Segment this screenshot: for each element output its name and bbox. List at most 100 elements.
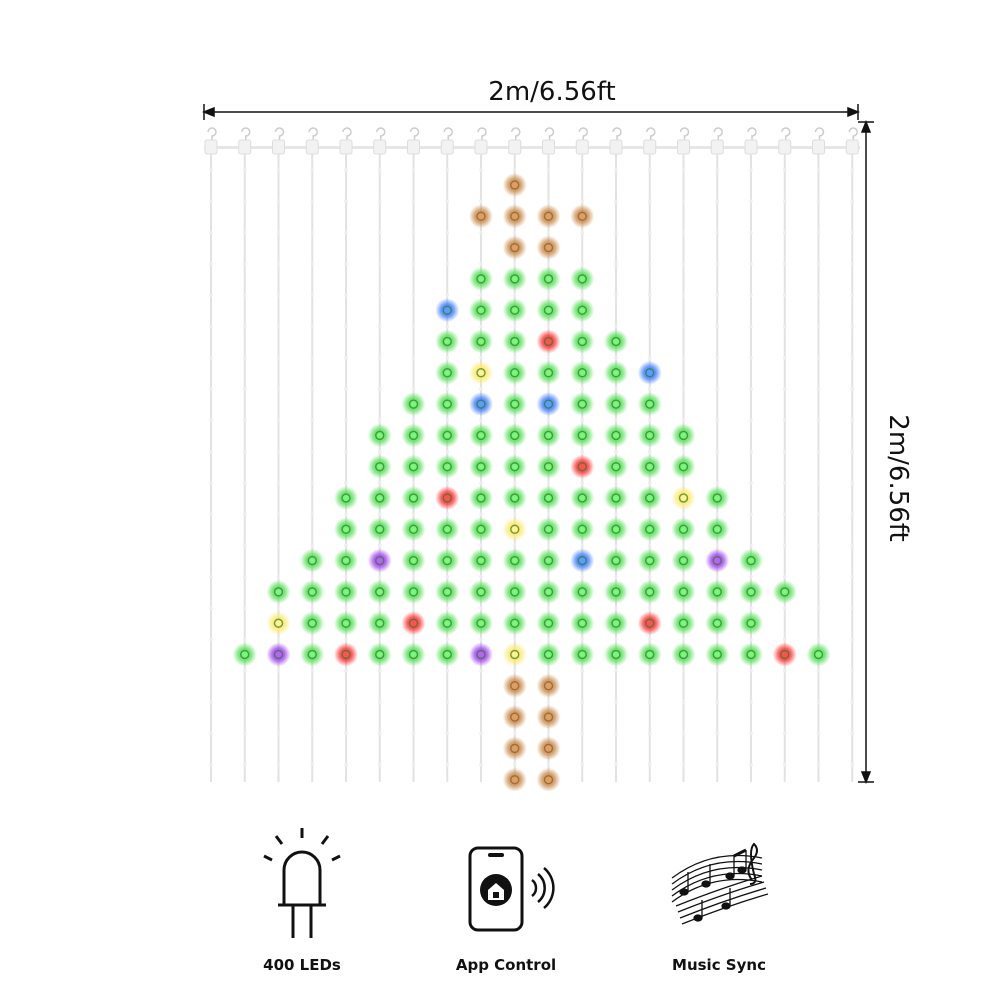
- bulb: [479, 512, 483, 517]
- bulb: [546, 356, 551, 360]
- bulb: [546, 449, 551, 454]
- bulb: [276, 418, 281, 423]
- bulb: [749, 199, 753, 204]
- bulb: [479, 293, 483, 298]
- bulb: [850, 418, 855, 423]
- bulb: [850, 230, 855, 235]
- led: [442, 399, 452, 409]
- bulb: [546, 512, 551, 517]
- led-glow: [536, 266, 561, 291]
- bulb: [512, 230, 517, 235]
- bulb: [715, 669, 720, 673]
- led: [510, 774, 520, 785]
- bulb: [782, 356, 787, 360]
- bulb: [782, 230, 787, 235]
- bulb: [647, 293, 652, 298]
- bulb: [276, 512, 281, 517]
- bulb: [209, 168, 213, 172]
- bulb: [681, 168, 686, 172]
- bulb: [647, 606, 652, 610]
- bulb: [816, 700, 821, 704]
- clip: [440, 139, 454, 155]
- bulb: [209, 669, 213, 673]
- hook: [578, 127, 588, 140]
- bulb: [715, 387, 720, 391]
- led: [442, 368, 452, 378]
- led-glow: [300, 611, 325, 636]
- led: [273, 649, 284, 660]
- bulb: [479, 481, 483, 485]
- bulb: [344, 606, 348, 610]
- led-glow: [469, 642, 493, 667]
- bulb: [479, 387, 483, 391]
- led-glow: [469, 298, 493, 323]
- led-glow: [401, 517, 426, 542]
- led-glow: [637, 642, 662, 667]
- clip: [204, 139, 218, 155]
- light-curtain: [204, 127, 860, 792]
- led: [510, 180, 520, 190]
- led: [476, 368, 486, 378]
- led-glow: [401, 642, 426, 667]
- bulb: [242, 575, 247, 579]
- bulb: [647, 543, 652, 548]
- bulb: [782, 168, 787, 172]
- led: [510, 336, 520, 347]
- bulb: [749, 230, 753, 235]
- hook: [207, 127, 217, 140]
- bulb: [681, 324, 686, 329]
- bulb: [445, 293, 450, 298]
- bulb: [445, 481, 450, 485]
- bulb: [512, 199, 517, 204]
- bulb: [377, 512, 382, 517]
- led: [442, 336, 452, 347]
- bulb: [445, 543, 450, 548]
- bulb: [411, 575, 416, 579]
- bulb: [850, 762, 855, 767]
- led-glow: [502, 548, 527, 573]
- bulb: [377, 418, 382, 423]
- bulb: [647, 387, 652, 391]
- bulb: [377, 575, 382, 579]
- bulb: [647, 637, 652, 642]
- clip: [238, 139, 252, 155]
- led-glow: [435, 548, 460, 573]
- bulb: [344, 449, 348, 454]
- led-glow: [536, 611, 561, 636]
- bulb: [749, 512, 753, 517]
- led: [813, 649, 824, 660]
- top-rail: [204, 146, 860, 149]
- bulb: [580, 731, 585, 736]
- bulb: [242, 606, 247, 610]
- bulb: [411, 199, 416, 204]
- bulb: [377, 606, 382, 610]
- bulb: [580, 543, 585, 548]
- led-glow: [435, 360, 460, 385]
- led-glow: [401, 454, 426, 479]
- led: [712, 524, 722, 535]
- bulb: [209, 543, 213, 548]
- led: [611, 461, 621, 472]
- led-glow: [367, 611, 392, 636]
- led: [341, 524, 351, 535]
- bulb: [209, 293, 213, 298]
- bulb: [377, 449, 382, 454]
- led-icon: [263, 828, 341, 938]
- bulb: [782, 700, 787, 704]
- led: [408, 587, 419, 597]
- bulb: [411, 543, 416, 548]
- led: [543, 774, 554, 785]
- bulb: [749, 449, 753, 454]
- bulb: [344, 731, 348, 736]
- led-glow: [604, 423, 628, 448]
- bulb: [715, 606, 720, 610]
- bulb: [445, 262, 450, 266]
- led-glow: [334, 642, 358, 667]
- led: [611, 399, 621, 409]
- led-glow: [536, 736, 561, 761]
- bulb: [445, 731, 450, 736]
- led-glow: [469, 392, 493, 417]
- led-glow: [401, 423, 426, 448]
- led-glow: [604, 329, 628, 354]
- led-glow: [502, 579, 527, 604]
